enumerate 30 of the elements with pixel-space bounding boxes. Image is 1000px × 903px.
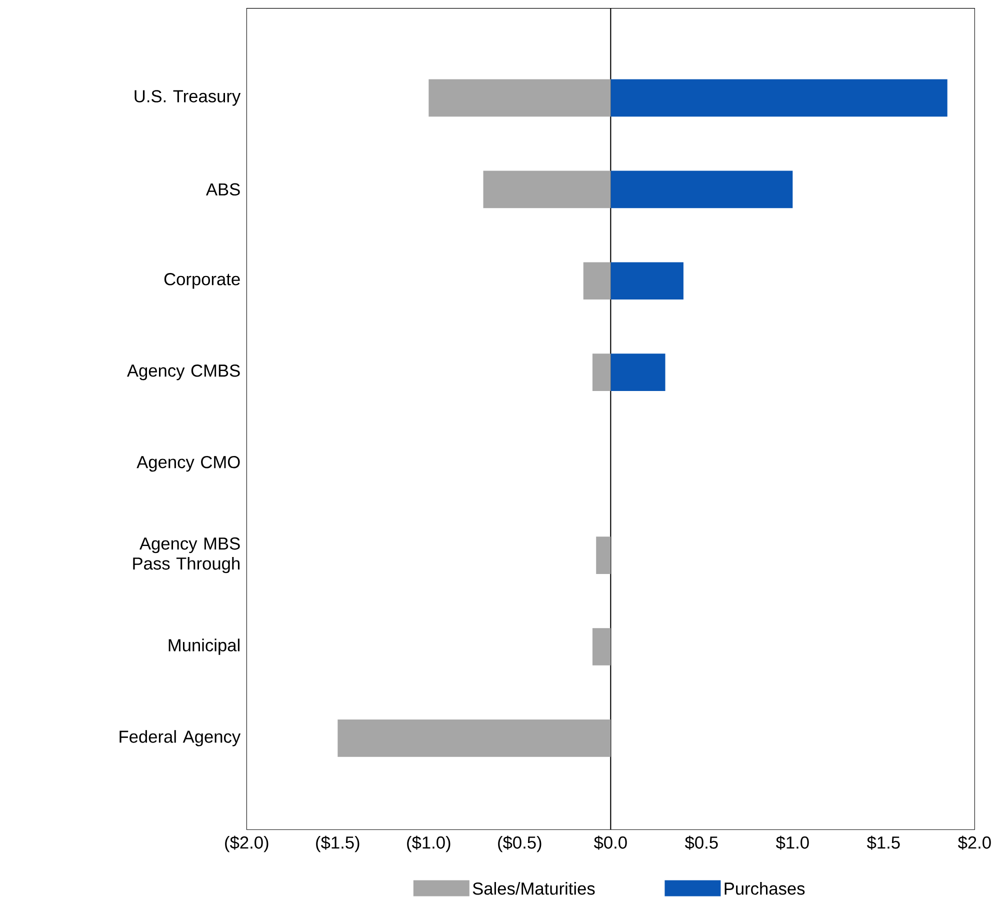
bar	[483, 170, 611, 208]
bar	[610, 354, 666, 392]
bar	[428, 79, 611, 117]
y-tick-label: U.S. Treasury	[134, 90, 241, 106]
y-tick-label: Agency MBS Pass Through	[133, 537, 240, 574]
bar	[583, 262, 611, 300]
x-tick-label: ($1.5)	[316, 836, 360, 852]
bar	[610, 79, 948, 117]
bar	[592, 354, 611, 392]
x-tick-label: $1.0	[776, 836, 809, 850]
x-tick-label: ($2.0)	[225, 836, 268, 852]
legend-label: Sales/Maturities	[472, 882, 595, 895]
x-tick-label: $2.0	[958, 836, 991, 850]
legend-label: Purchases	[724, 882, 805, 895]
y-tick-label: Municipal	[168, 638, 240, 655]
bar	[610, 170, 793, 208]
y-tick-label: Agency CMBS	[126, 364, 240, 380]
bar	[338, 720, 611, 757]
x-tick-label: ($1.0)	[407, 836, 450, 852]
bar	[610, 262, 684, 300]
bar	[592, 628, 611, 666]
bar	[596, 536, 611, 574]
y-tick-label: Corporate	[164, 273, 240, 289]
x-tick-label: $1.5	[866, 836, 900, 850]
y-tick-label: Agency CMO	[136, 456, 240, 472]
y-tick-label: Federal Agency	[120, 730, 241, 746]
x-tick-label: ($0.5)	[498, 836, 542, 852]
y-tick-label: ABS	[206, 183, 240, 196]
x-tick-label: $0.0	[594, 836, 627, 850]
x-tick-label: $0.5	[684, 836, 718, 850]
